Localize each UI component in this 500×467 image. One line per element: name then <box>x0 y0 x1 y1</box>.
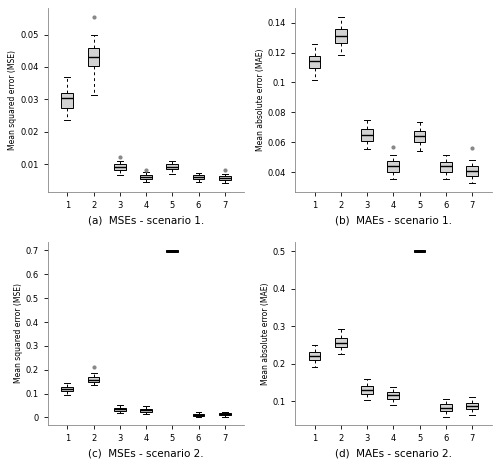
Y-axis label: Mean squared error (MSE): Mean squared error (MSE) <box>8 50 18 150</box>
PathPatch shape <box>219 413 230 415</box>
PathPatch shape <box>308 353 320 360</box>
PathPatch shape <box>388 161 399 171</box>
PathPatch shape <box>88 377 100 382</box>
PathPatch shape <box>192 414 204 416</box>
PathPatch shape <box>440 162 452 171</box>
X-axis label: (b)  MAEs - scenario 1.: (b) MAEs - scenario 1. <box>335 215 452 225</box>
PathPatch shape <box>308 56 320 68</box>
PathPatch shape <box>335 338 346 347</box>
PathPatch shape <box>114 408 126 410</box>
PathPatch shape <box>219 177 230 180</box>
X-axis label: (d)  MAEs - scenario 2.: (d) MAEs - scenario 2. <box>335 449 452 459</box>
PathPatch shape <box>140 175 152 179</box>
Y-axis label: Mean absolute error (MAE): Mean absolute error (MAE) <box>261 282 270 385</box>
PathPatch shape <box>414 130 426 142</box>
PathPatch shape <box>192 175 204 179</box>
PathPatch shape <box>140 409 152 411</box>
PathPatch shape <box>62 93 73 107</box>
X-axis label: (c)  MSEs - scenario 2.: (c) MSEs - scenario 2. <box>88 449 204 459</box>
PathPatch shape <box>466 403 478 409</box>
Y-axis label: Mean absolute error (MAE): Mean absolute error (MAE) <box>256 49 264 151</box>
PathPatch shape <box>388 392 399 399</box>
PathPatch shape <box>440 404 452 411</box>
PathPatch shape <box>335 29 346 43</box>
PathPatch shape <box>414 250 426 252</box>
PathPatch shape <box>466 166 478 176</box>
X-axis label: (a)  MSEs - scenario 1.: (a) MSEs - scenario 1. <box>88 215 204 225</box>
PathPatch shape <box>62 387 73 391</box>
Y-axis label: Mean squared error (MSE): Mean squared error (MSE) <box>14 283 22 383</box>
PathPatch shape <box>361 386 373 394</box>
PathPatch shape <box>166 164 178 170</box>
PathPatch shape <box>166 250 178 252</box>
PathPatch shape <box>88 48 100 66</box>
PathPatch shape <box>361 129 373 141</box>
PathPatch shape <box>114 164 126 170</box>
